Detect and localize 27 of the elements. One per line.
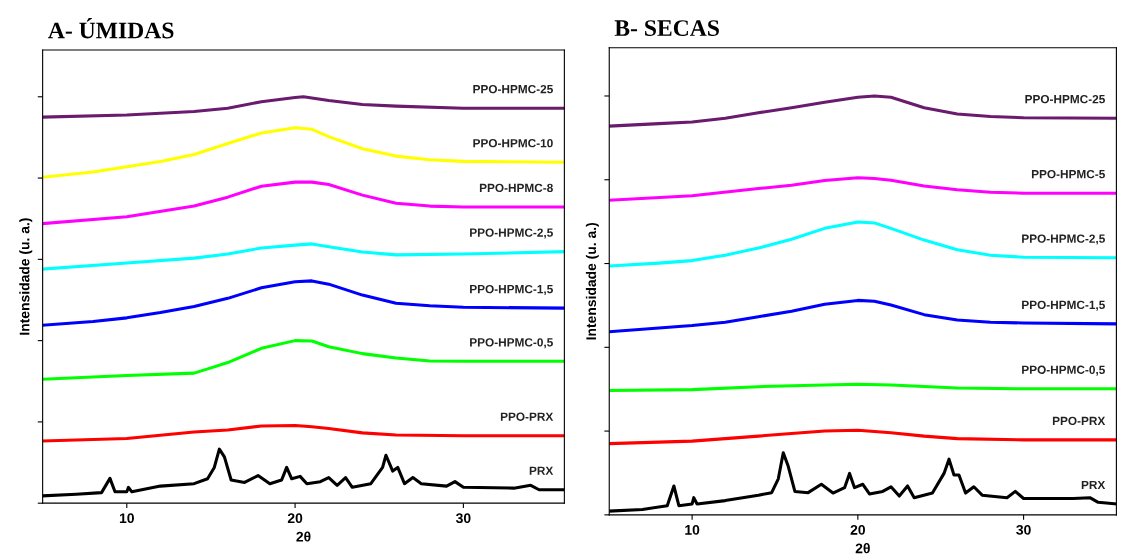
x-tick-label: 10 (119, 513, 134, 524)
series-label: PPO-HPMC-2,5 (1022, 234, 1105, 245)
series-label: PPO-HPMC-1,5 (470, 284, 553, 295)
y-axis-title: Intensidade (u. a.) (585, 222, 599, 340)
x-tick-label: 10 (685, 524, 700, 535)
x-axis-title: 2θ (296, 531, 311, 542)
x-tick-label: 30 (455, 513, 471, 524)
x-tick-label: 20 (287, 513, 303, 524)
series-label: PRX (529, 466, 554, 475)
x-axis-title: 2θ (855, 543, 870, 554)
series-label: PPO-HPMC-2,5 (470, 228, 553, 239)
series-label: PPO-HPMC-0,5 (1022, 365, 1105, 376)
series-label: PPO-HPMC-10 (473, 139, 553, 148)
chart-title: A- ÚMIDAS (48, 18, 174, 39)
series-label: PPO-HPMC-25 (1025, 94, 1105, 104)
y-axis-title: Intensidade (u. a.) (19, 218, 33, 335)
series-label: PPO-HPMC-0,5 (470, 338, 553, 349)
chart-title: B- SECAS (614, 20, 719, 37)
series-label: PPO-PRX (1052, 416, 1106, 426)
series-label: PPO-HPMC-5 (1031, 169, 1105, 179)
series-label: PRX (1081, 480, 1106, 490)
x-tick-label: 30 (1016, 524, 1031, 535)
series-label: PPO-HPMC-8 (479, 183, 553, 193)
x-tick-label: 20 (850, 524, 865, 535)
series-label: PPO-HPMC-1,5 (1022, 300, 1105, 311)
series-label: PPO-HPMC-25 (473, 84, 553, 94)
series-label: PPO-PRX (500, 412, 554, 421)
